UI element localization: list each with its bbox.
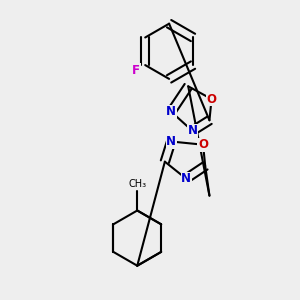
Text: CH₃: CH₃: [128, 179, 146, 189]
Text: O: O: [207, 92, 217, 106]
Text: F: F: [132, 64, 140, 77]
Text: O: O: [198, 138, 208, 151]
Text: N: N: [166, 105, 176, 118]
Text: N: N: [188, 124, 197, 137]
Text: N: N: [181, 172, 191, 185]
Text: N: N: [166, 135, 176, 148]
